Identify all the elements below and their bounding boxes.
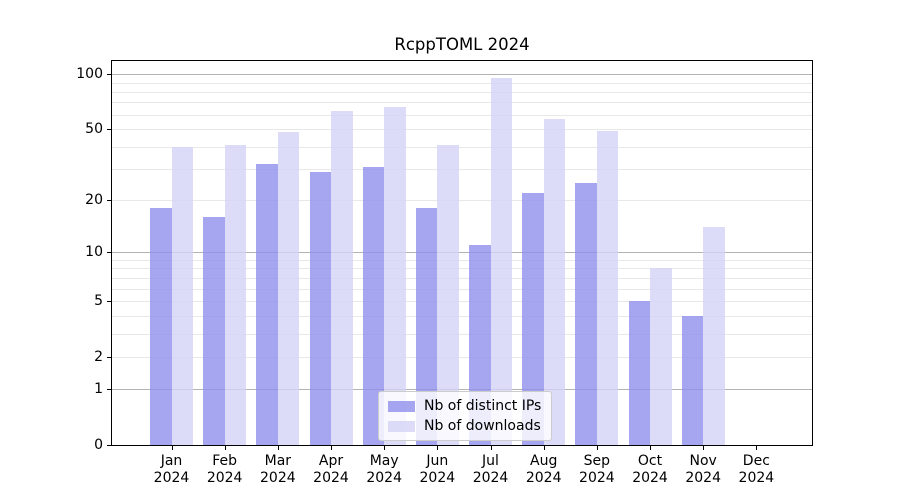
x-tick-mark-0 bbox=[171, 446, 173, 450]
bar-distinct-ips-feb bbox=[203, 217, 225, 445]
chart-title: RcppTOML 2024 bbox=[394, 35, 530, 54]
x-tick-mark-1 bbox=[224, 446, 226, 450]
bar-downloads-oct bbox=[650, 268, 672, 445]
y-tick-label-2: 2 bbox=[94, 348, 103, 365]
x-tick-mark-4 bbox=[384, 446, 386, 450]
gridline-6 bbox=[112, 288, 812, 290]
x-tick-label-nov: Nov 2024 bbox=[685, 453, 722, 486]
gridline-9 bbox=[112, 259, 812, 261]
legend: Nb of distinct IPs Nb of downloads bbox=[378, 391, 553, 441]
x-tick-label-feb: Feb 2024 bbox=[206, 453, 243, 486]
bar-distinct-ips-aug bbox=[522, 193, 544, 445]
legend-swatch-downloads bbox=[388, 420, 415, 432]
x-tick-label-jul: Jul 2024 bbox=[472, 453, 509, 486]
bar-downloads-nov bbox=[703, 227, 725, 445]
gridline-5 bbox=[112, 301, 812, 303]
bar-distinct-ips-jan bbox=[150, 208, 172, 445]
x-tick-mark-11 bbox=[756, 446, 758, 450]
x-tick-label-oct: Oct 2024 bbox=[632, 453, 668, 486]
bar-distinct-ips-nov bbox=[681, 315, 704, 445]
bar-distinct-ips-jun bbox=[415, 208, 438, 445]
y-tick-mark-2 bbox=[107, 356, 111, 358]
x-tick-label-apr: Apr 2024 bbox=[313, 453, 349, 486]
y-tick-mark-0 bbox=[107, 445, 111, 446]
gridline-80 bbox=[112, 91, 812, 93]
x-tick-mark-7 bbox=[543, 446, 545, 450]
plot-area: 0 1 2 5 10 20 50 100 Jan 2024 Feb 2024 Mar 2024 Apr 20… bbox=[76, 60, 813, 486]
gridline-8 bbox=[112, 268, 812, 270]
legend-label-downloads: Nb of downloads bbox=[424, 418, 541, 434]
x-tick-mark-8 bbox=[596, 446, 598, 450]
x-tick-mark-9 bbox=[650, 446, 652, 450]
bar-downloads-jul bbox=[490, 78, 513, 445]
x-tick-label-mar: Mar 2024 bbox=[260, 453, 296, 486]
gridline-60 bbox=[112, 114, 812, 116]
bar-distinct-ips-mar bbox=[256, 164, 278, 445]
y-tick-mark-50 bbox=[107, 129, 111, 131]
x-tick-label-dec: Dec 2024 bbox=[738, 453, 775, 486]
x-tick-label-jan: Jan 2024 bbox=[153, 453, 190, 486]
gridline-40 bbox=[112, 146, 812, 148]
gridline-90 bbox=[112, 82, 812, 84]
legend-item-distinct-ips: Nb of distinct IPs bbox=[388, 398, 541, 414]
gridline-10 bbox=[112, 252, 812, 254]
bar-downloads-sep bbox=[596, 130, 619, 445]
y-tick-mark-10 bbox=[107, 252, 111, 254]
y-tick-mark-1 bbox=[107, 389, 111, 391]
x-tick-mark-10 bbox=[703, 446, 705, 450]
y-tick-label-1: 1 bbox=[94, 381, 103, 398]
bar-distinct-ips-may bbox=[362, 166, 385, 445]
y-tick-label-20: 20 bbox=[85, 192, 103, 209]
bar-downloads-may bbox=[384, 107, 406, 445]
legend-label-distinct-ips: Nb of distinct IPs bbox=[424, 398, 542, 414]
y-tick-mark-100 bbox=[107, 74, 111, 76]
bar-distinct-ips-sep bbox=[575, 183, 597, 445]
legend-swatch-distinct-ips bbox=[388, 400, 415, 412]
bar-distinct-ips-apr bbox=[309, 171, 331, 445]
gridline-30 bbox=[112, 169, 812, 171]
gridline-100 bbox=[112, 74, 812, 76]
y-tick-label-10: 10 bbox=[85, 244, 103, 261]
gridline-3 bbox=[112, 333, 812, 335]
x-tick-mark-2 bbox=[277, 446, 279, 450]
y-tick-mark-5 bbox=[107, 301, 111, 303]
x-tick-mark-3 bbox=[331, 446, 332, 450]
x-tick-mark-5 bbox=[437, 446, 439, 450]
bar-distinct-ips-oct bbox=[628, 301, 651, 445]
bar-downloads-feb bbox=[224, 144, 247, 445]
gridline-4 bbox=[112, 315, 812, 317]
gridline-20 bbox=[112, 200, 812, 202]
bar-downloads-jan bbox=[171, 146, 193, 445]
gridline-1 bbox=[112, 389, 812, 391]
x-tick-mark-6 bbox=[490, 446, 492, 450]
x-tick-label-aug: Aug 2024 bbox=[525, 453, 562, 486]
bar-downloads-mar bbox=[277, 132, 300, 445]
y-tick-label-0: 0 bbox=[94, 437, 103, 453]
gridline-50 bbox=[112, 129, 812, 131]
y-tick-label-50: 50 bbox=[85, 121, 103, 138]
y-tick-mark-20 bbox=[107, 200, 111, 202]
gridline-2 bbox=[112, 356, 812, 358]
x-tick-label-sep: Sep 2024 bbox=[579, 453, 615, 486]
gridline-70 bbox=[112, 102, 812, 104]
y-tick-label-100: 100 bbox=[76, 66, 103, 83]
gridline-7 bbox=[112, 277, 812, 279]
x-tick-label-may: May 2024 bbox=[366, 453, 402, 486]
y-tick-label-5: 5 bbox=[94, 293, 103, 310]
x-tick-label-jun: Jun 2024 bbox=[419, 453, 456, 486]
bar-downloads-aug bbox=[543, 118, 566, 445]
bar-downloads-apr bbox=[331, 110, 353, 445]
bar-downloads-jun bbox=[437, 144, 459, 445]
legend-item-downloads: Nb of downloads bbox=[388, 418, 541, 434]
